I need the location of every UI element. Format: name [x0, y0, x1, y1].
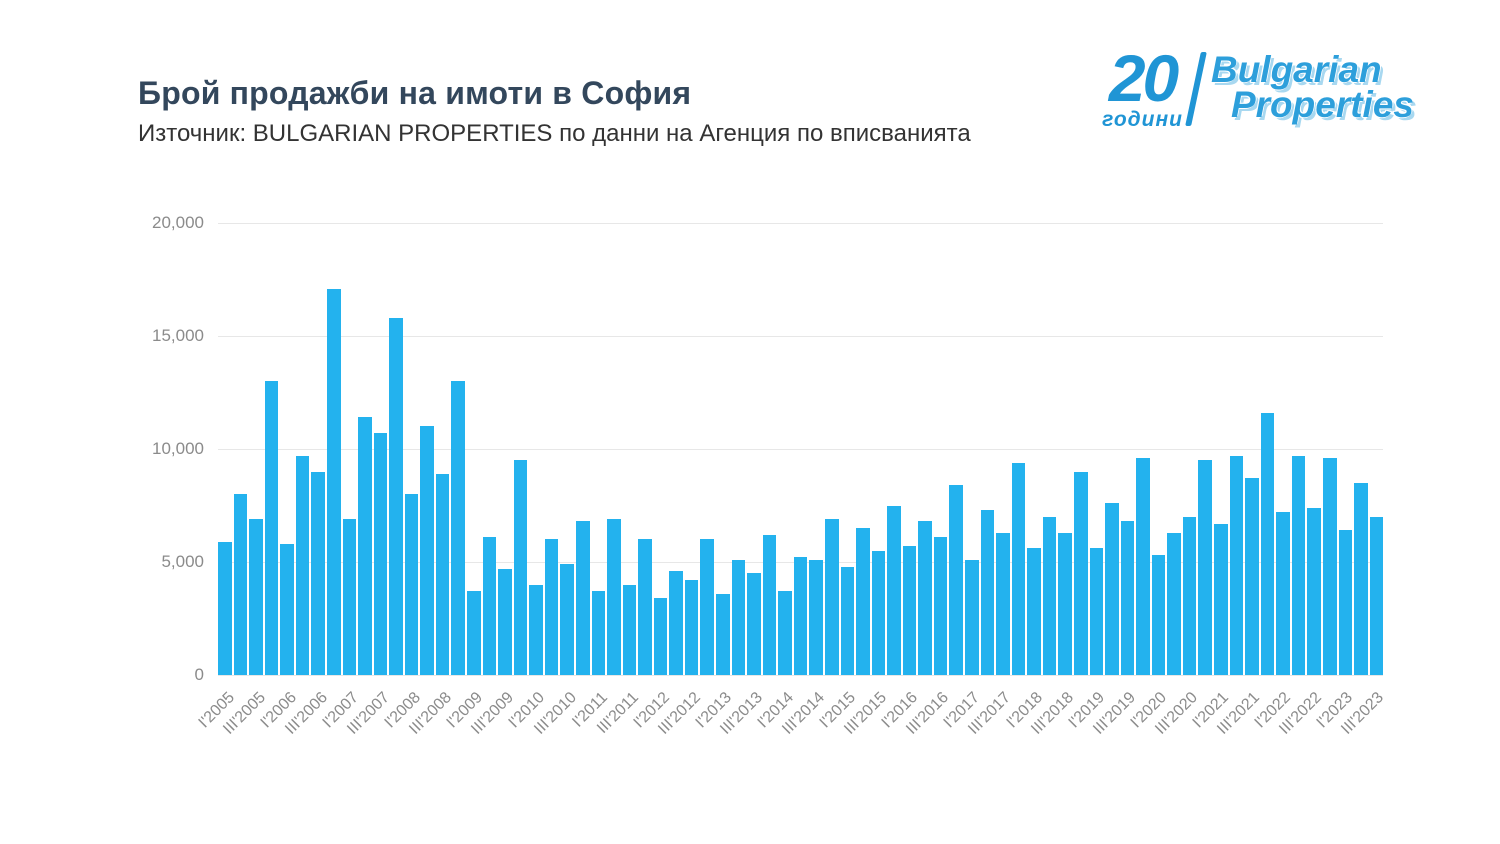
bar-III'2013 — [747, 573, 761, 675]
source-subtitle: Източник: BULGARIAN PROPERTIES по данни … — [138, 120, 971, 147]
bar-I'2015 — [840, 566, 855, 675]
bar-III'2007 — [373, 433, 388, 675]
bar-I'2023 — [1338, 530, 1353, 675]
bar-IV'2013 — [762, 534, 777, 675]
bar-III'2019 — [1120, 521, 1135, 675]
bar-I'2013 — [716, 593, 730, 675]
y-tick-label: 20,000 — [152, 213, 204, 232]
logo-brand-line2: Properties — [1230, 84, 1414, 126]
bar-IV'2007 — [389, 317, 403, 675]
bar-IV'2011 — [638, 539, 652, 675]
bar-III'2017 — [996, 532, 1010, 675]
bar-I'2020 — [1151, 555, 1166, 675]
gridline — [218, 223, 1383, 224]
logo-divider — [1185, 52, 1207, 126]
bar-II'2018 — [1042, 516, 1057, 675]
bar-II'2023 — [1354, 482, 1368, 675]
bar-IV'2016 — [949, 485, 963, 675]
bar-II'2008 — [420, 426, 434, 675]
bar-III'2011 — [622, 584, 637, 675]
bar-III'2020 — [1182, 516, 1197, 675]
bar-III'2009 — [498, 568, 512, 675]
bar-I'2009 — [467, 591, 481, 675]
bar-III'2005 — [249, 519, 263, 675]
bar-II'2009 — [482, 537, 497, 675]
bar-IV'2010 — [575, 521, 590, 675]
bar-III'2015 — [871, 550, 886, 675]
bar-I'2016 — [902, 546, 917, 675]
bar-II'2020 — [1167, 532, 1181, 675]
gridline — [218, 449, 1383, 450]
bar-III'2008 — [435, 473, 450, 675]
bar-IV'2008 — [451, 381, 465, 675]
bar-II'2022 — [1291, 455, 1306, 675]
bar-I'2018 — [1027, 548, 1041, 675]
bar-IV'2014 — [824, 519, 839, 675]
bar-IV'2022 — [1322, 458, 1337, 675]
logo-brand-text: Bulgarian Properties — [1210, 49, 1414, 126]
y-tick-label: 0 — [194, 665, 204, 684]
bar-II'2011 — [607, 519, 621, 675]
bar-III'2021 — [1245, 478, 1259, 675]
bar-I'2019 — [1089, 548, 1104, 675]
bar-series — [218, 223, 1384, 675]
bar-I'2010 — [529, 584, 543, 675]
bar-I'2021 — [1214, 523, 1228, 675]
bar-IV'2019 — [1136, 458, 1150, 675]
bar-II'2006 — [295, 455, 310, 675]
bar-I'2007 — [342, 519, 357, 675]
bar-III'2012 — [684, 580, 699, 675]
bar-III'2014 — [809, 559, 823, 675]
bar-I'2022 — [1276, 512, 1290, 675]
logo-brand-line1: Bulgarian — [1210, 49, 1382, 90]
bulgarian-properties-logo: 20 години Bulgarian Properties — [1102, 41, 1414, 132]
bar-I'2011 — [591, 591, 606, 675]
page-title: Брой продажби на имоти в София — [138, 75, 692, 112]
bar-IV'2020 — [1198, 460, 1212, 675]
bar-III'2023 — [1369, 516, 1384, 675]
bar-III'2006 — [311, 471, 325, 675]
bar-I'2006 — [280, 543, 294, 675]
bar-II'2014 — [793, 557, 808, 675]
bar-II'2016 — [918, 521, 932, 675]
bar-I'2012 — [653, 598, 668, 675]
logo-anniversary-years: години — [1102, 108, 1183, 132]
bar-III'2018 — [1058, 532, 1072, 675]
bar-chart-plot-area: I'2005 III'2005 I'2006 III'2006 I'2007 III'20… — [152, 213, 1387, 738]
bar-I'2017 — [965, 559, 979, 675]
y-tick-label: 15,000 — [152, 326, 204, 345]
bar-III'2010 — [560, 564, 574, 675]
bar-IV'2006 — [326, 288, 341, 675]
bar-I'2005 — [218, 541, 232, 675]
logo-anniversary-number: 20 — [1108, 41, 1179, 115]
bar-II'2007 — [358, 417, 372, 675]
bar-II'2017 — [980, 510, 995, 675]
gridline — [218, 675, 1383, 676]
bar-II'2013 — [731, 559, 746, 675]
bar-II'2021 — [1229, 455, 1244, 675]
bar-IV'2005 — [264, 381, 279, 675]
bar-IV'2009 — [513, 460, 528, 675]
bar-IV'2017 — [1011, 462, 1026, 675]
y-tick-label: 5,000 — [161, 552, 204, 571]
bar-III'2016 — [933, 537, 948, 675]
bar-II'2005 — [233, 494, 248, 675]
bar-II'2019 — [1105, 503, 1119, 675]
bar-IV'2015 — [887, 505, 901, 675]
gridline — [218, 336, 1383, 337]
bar-III'2022 — [1307, 507, 1321, 675]
bar-IV'2021 — [1260, 412, 1275, 675]
bar-IV'2012 — [700, 539, 714, 675]
bar-I'2008 — [404, 494, 419, 675]
logo-anniversary: 20 години — [1102, 41, 1183, 132]
bar-II'2010 — [544, 539, 559, 675]
x-axis-labels: I'2005 III'2005 I'2006 III'2006 I'2007 III'20… — [195, 675, 1387, 770]
bar-I'2014 — [778, 591, 792, 675]
bar-IV'2018 — [1073, 471, 1088, 675]
bar-II'2015 — [856, 528, 870, 675]
y-tick-label: 10,000 — [152, 439, 204, 458]
bar-II'2012 — [669, 571, 683, 675]
